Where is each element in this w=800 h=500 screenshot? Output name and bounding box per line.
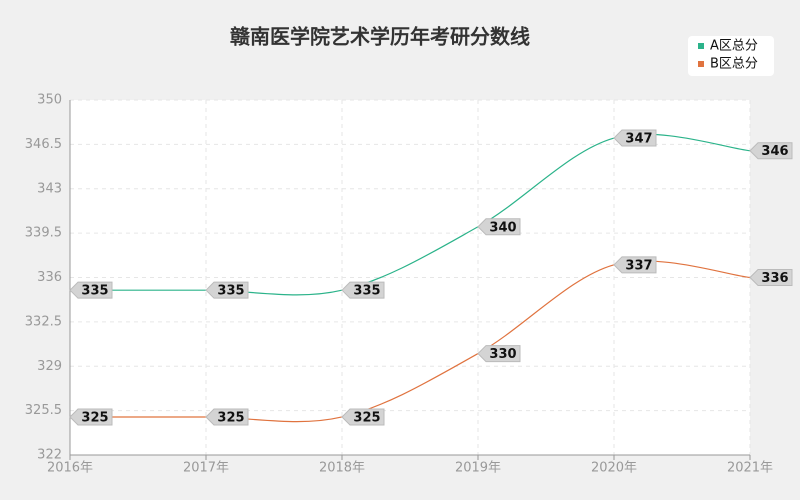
data-label: 340 (489, 220, 516, 235)
data-label-tag (69, 408, 113, 426)
y-tick-label: 339.5 (25, 226, 62, 241)
legend-box (688, 36, 774, 76)
data-label-tag (613, 256, 657, 274)
y-tick-label: 346.5 (25, 137, 62, 152)
y-tick-label: 322 (37, 448, 62, 463)
data-label-tag (341, 408, 385, 426)
legend-label: A区总分 (710, 39, 758, 54)
data-label-tag (749, 142, 793, 160)
data-label-tag (341, 281, 385, 299)
y-tick-label: 350 (37, 93, 62, 108)
data-label: 325 (217, 410, 244, 425)
data-label-tag (205, 408, 249, 426)
data-label-tag (749, 269, 793, 286)
legend-swatch (698, 61, 704, 67)
data-label-tag (613, 129, 657, 147)
x-tick-label: 2020年 (591, 461, 637, 476)
legend-label: B区总分 (710, 57, 758, 72)
data-label-tag (477, 218, 521, 236)
y-tick-label: 325.5 (25, 403, 62, 418)
chart-title: 赣南医学院艺术学历年考研分数线 (230, 25, 530, 49)
y-tick-label: 332.5 (25, 314, 62, 329)
y-tick-label: 329 (37, 359, 62, 374)
data-label: 335 (217, 284, 244, 299)
data-label: 336 (761, 271, 788, 286)
data-label: 335 (353, 284, 380, 299)
data-label: 335 (81, 284, 108, 299)
data-label-tag (69, 281, 113, 299)
data-label: 346 (761, 144, 788, 159)
data-label-tag (205, 281, 249, 299)
x-tick-label: 2018年 (319, 461, 365, 476)
y-tick-label: 343 (37, 181, 62, 196)
data-label-tag (477, 345, 521, 363)
data-label: 330 (489, 347, 516, 362)
data-label: 347 (625, 132, 652, 147)
data-label: 325 (353, 410, 380, 425)
x-tick-label: 2019年 (455, 461, 501, 476)
x-tick-label: 2017年 (183, 461, 229, 476)
legend-swatch (698, 43, 704, 49)
x-tick-label: 2021年 (727, 461, 773, 476)
data-label: 337 (625, 258, 652, 273)
y-tick-label: 336 (37, 270, 62, 285)
data-label: 325 (81, 410, 108, 425)
x-tick-label: 2016年 (47, 461, 93, 476)
